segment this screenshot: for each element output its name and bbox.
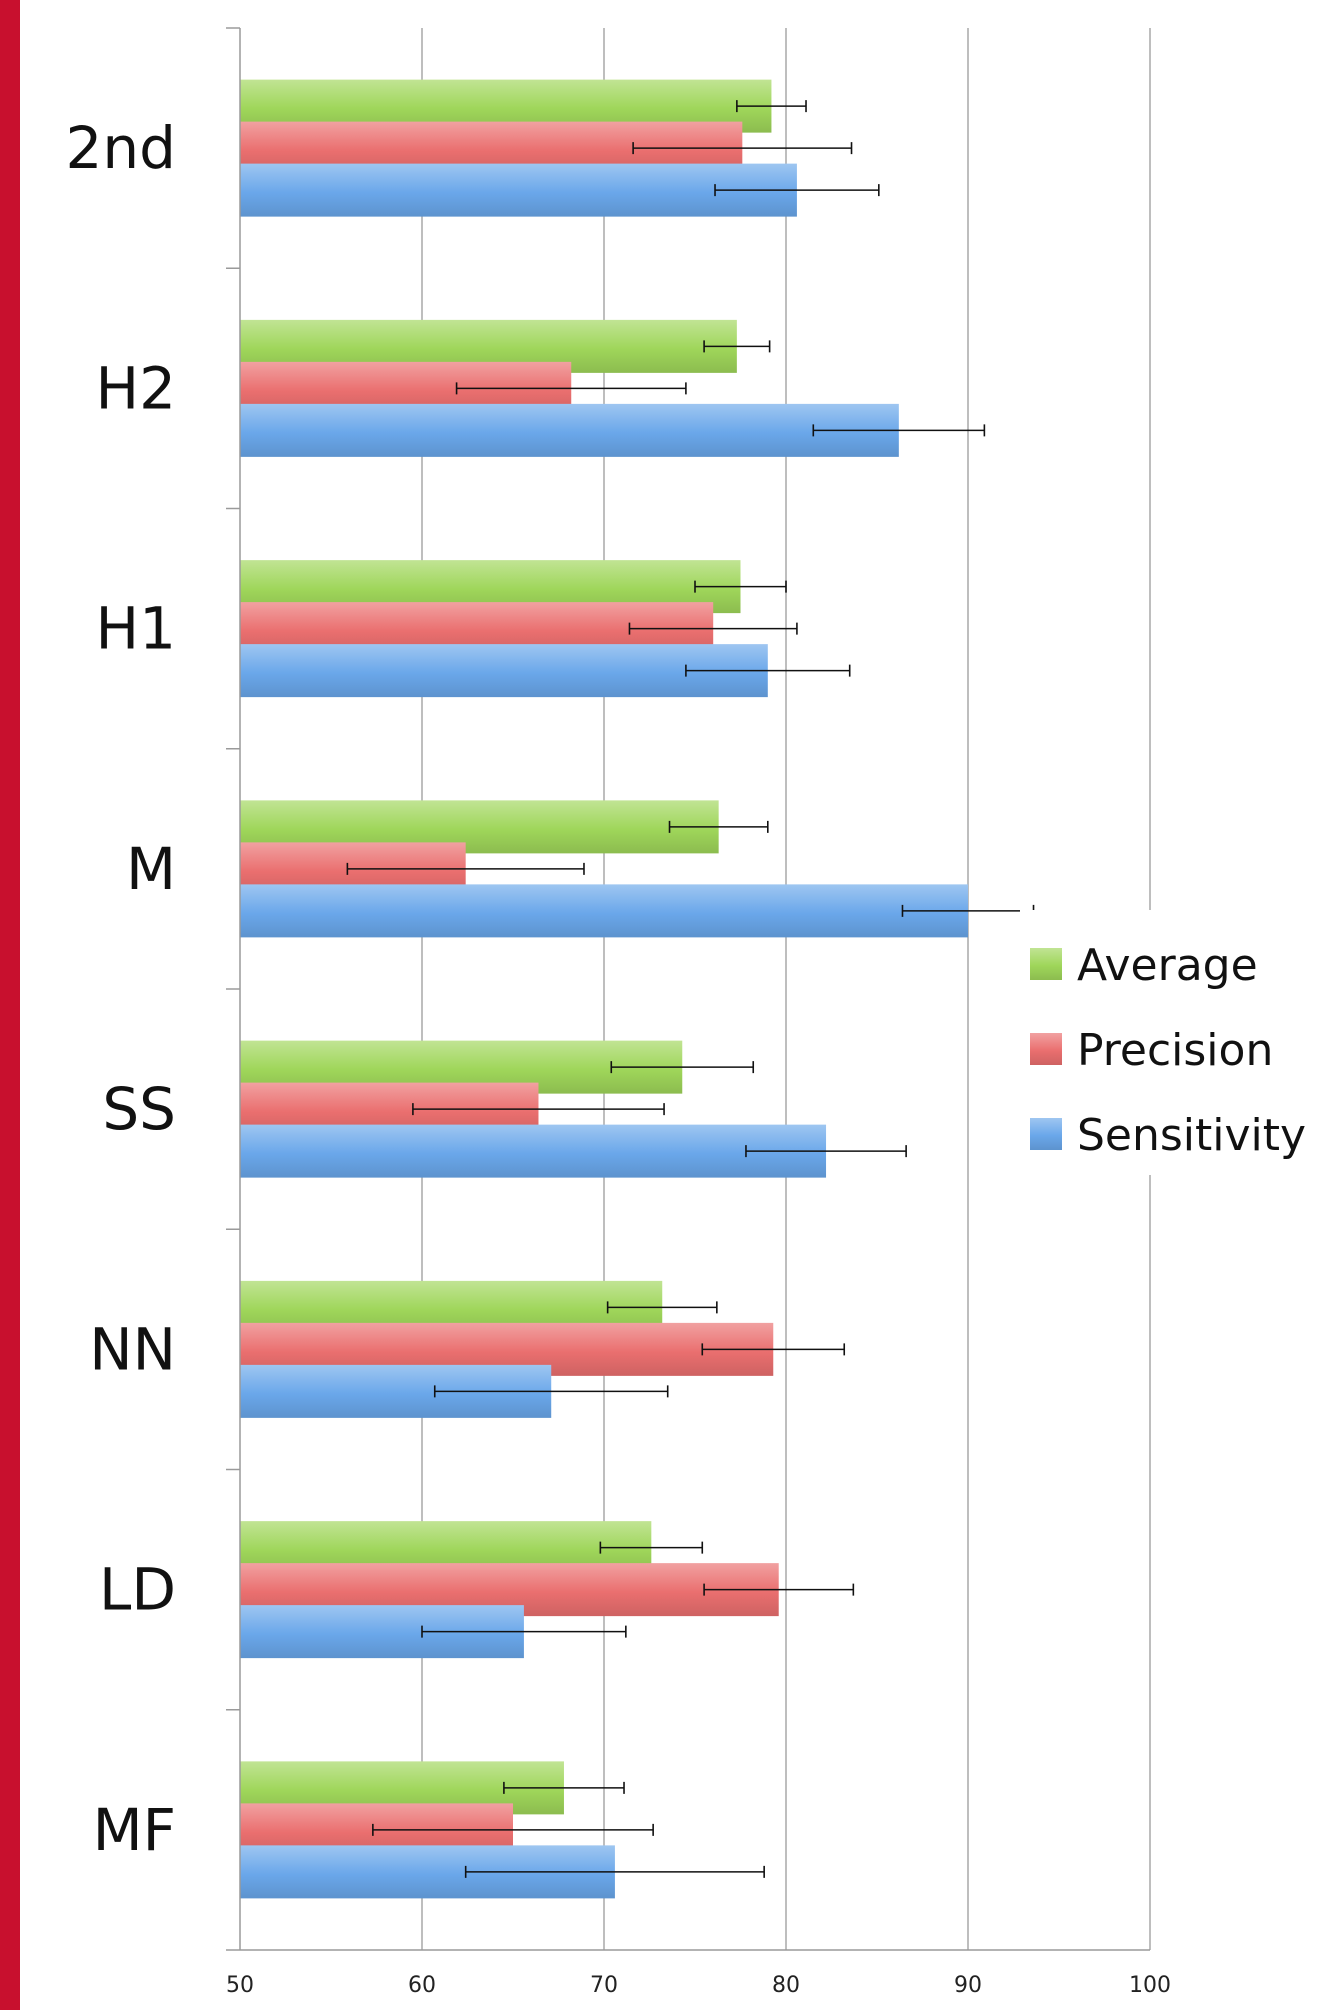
x-tick-label-60: 60 [408,1973,436,1998]
legend-background [1020,910,1325,1175]
x-tick-label-90: 90 [954,1973,982,1998]
category-label-nn: NN [89,1315,176,1383]
category-label-ld: LD [99,1556,176,1624]
legend-swatch-precision [1030,1033,1062,1065]
bar-layer [240,79,968,1899]
legend-swatch-sensitivity [1030,1118,1062,1150]
x-tick-label-70: 70 [590,1973,618,1998]
legend-label-average: Average [1077,940,1258,991]
legend-swatch-average [1030,948,1062,980]
category-label-ss: SS [102,1075,176,1143]
category-label-mf: MF [93,1796,176,1864]
legend-label-precision: Precision [1077,1025,1273,1076]
x-tick-label-80: 80 [772,1973,800,1998]
category-label-m: M [126,835,176,903]
category-label-h2: H2 [95,354,176,422]
bar-sensitivity-m [240,884,968,938]
axis-layer: 50 60 70 80 90 100 2nd H2 H1 M SS NN LD MF [66,27,1171,1998]
category-label-2nd: 2nd [66,114,176,182]
bar-sensitivity-ss [240,1124,827,1178]
bar-sensitivity-h1 [240,644,768,698]
legend-label-sensitivity: Sensitivity [1077,1110,1306,1161]
error-layer [346,100,1035,1878]
bar-sensitivity-h2 [240,403,899,457]
legend: Average Precision Sensitivity [1020,910,1325,1175]
bar-sensitivity-2nd [240,163,797,217]
red-rule [0,0,20,2010]
x-tick-label-50: 50 [226,1973,254,1998]
category-label-h1: H1 [95,595,176,663]
x-tick-label-100: 100 [1129,1973,1171,1998]
